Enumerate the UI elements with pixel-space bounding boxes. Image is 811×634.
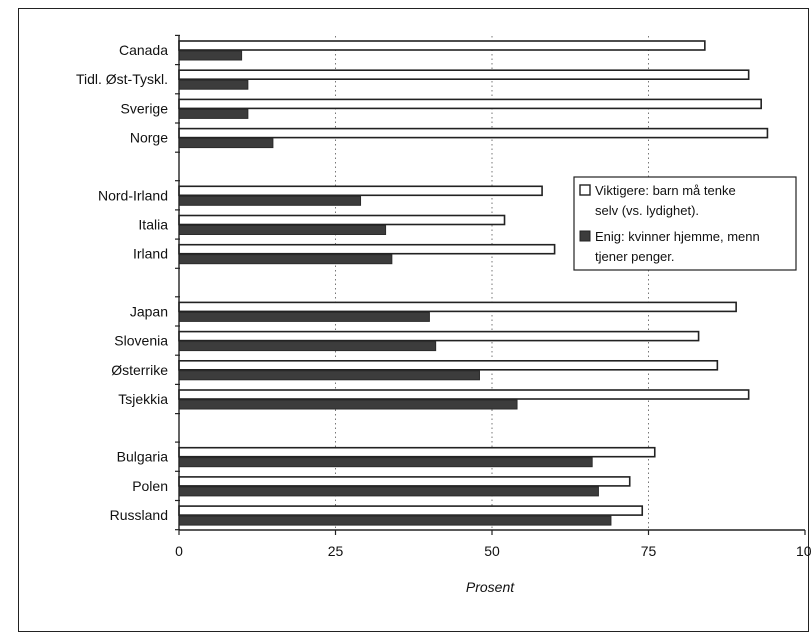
x-tick-label-25: 25 [328, 543, 344, 559]
bar-series-2-10 [178, 399, 518, 410]
bars [178, 40, 769, 526]
axes [175, 34, 806, 535]
x-axis-title: Prosent [466, 579, 515, 595]
x-tick-labels: 0 25 50 75 100 [175, 543, 811, 559]
legend-label-series-1-line-2: selv (vs. lydighet). [595, 203, 699, 218]
bar-series-1-2 [178, 98, 762, 110]
bar-series-1-4 [178, 185, 543, 197]
category-label-7: Japan [130, 303, 168, 319]
bar-series-1-6 [178, 243, 556, 255]
bar-series-2-13 [178, 515, 612, 526]
category-label-5: Italia [138, 217, 168, 233]
bar-series-2-9 [178, 370, 480, 381]
bar-series-1-13 [178, 505, 644, 516]
category-label-11: Bulgaria [117, 449, 169, 465]
bar-series-2-0 [178, 50, 243, 61]
bar-series-2-2 [178, 108, 249, 119]
legend-label-series-2-line-1: Enig: kvinner hjemme, menn [595, 229, 760, 244]
category-label-10: Tsjekkia [118, 391, 168, 407]
bar-series-1-9 [178, 359, 719, 371]
bar-series-2-12 [178, 486, 599, 497]
legend-label-series-1-line-1: Viktigere: barn må tenke [595, 183, 736, 198]
category-label-0: Canada [119, 42, 168, 58]
legend: Viktigere: barn må tenke selv (vs. lydig… [573, 176, 797, 271]
bar-series-1-3 [178, 127, 769, 139]
category-label-4: Nord-Irland [98, 187, 168, 203]
bar-series-1-7 [178, 301, 737, 313]
bar-series-2-11 [178, 457, 593, 468]
x-tick-label-50: 50 [484, 543, 500, 559]
category-labels: Canada Tidl. Øst-Tyskl. Sverige Norge Nord-I… [76, 42, 168, 523]
bar-series-1-8 [178, 330, 700, 342]
category-label-6: Irland [133, 246, 168, 262]
legend-box [573, 176, 797, 271]
x-tick-label-100: 100 [796, 543, 811, 559]
bar-series-2-5 [178, 225, 387, 235]
category-label-2: Sverige [121, 100, 169, 116]
legend-label-series-2-line-2: tjener penger. [595, 249, 675, 264]
category-label-13: Russland [110, 507, 168, 523]
category-label-9: Østerrike [111, 362, 168, 378]
bar-series-1-5 [178, 214, 506, 226]
bar-series-2-6 [178, 254, 393, 265]
bar-series-1-12 [178, 476, 631, 487]
bar-series-1-1 [178, 69, 750, 80]
bar-series-1-0 [178, 40, 706, 51]
bar-series-2-4 [178, 195, 362, 206]
bar-series-1-10 [178, 389, 750, 400]
category-label-1: Tidl. Øst-Tyskl. [76, 71, 168, 87]
category-label-12: Polen [132, 478, 168, 494]
category-label-8: Slovenia [114, 333, 168, 349]
bar-series-2-1 [178, 79, 249, 90]
legend-swatch-series-1 [579, 184, 591, 196]
bar-series-2-3 [178, 138, 274, 149]
bar-series-2-7 [178, 311, 430, 322]
bar-series-1-11 [178, 446, 656, 458]
category-label-3: Norge [130, 130, 168, 146]
grid-lines [335, 36, 649, 530]
legend-swatch-series-2 [579, 230, 591, 242]
x-tick-label-75: 75 [641, 543, 657, 559]
x-tick-label-0: 0 [175, 543, 183, 559]
bar-series-2-8 [178, 341, 437, 352]
